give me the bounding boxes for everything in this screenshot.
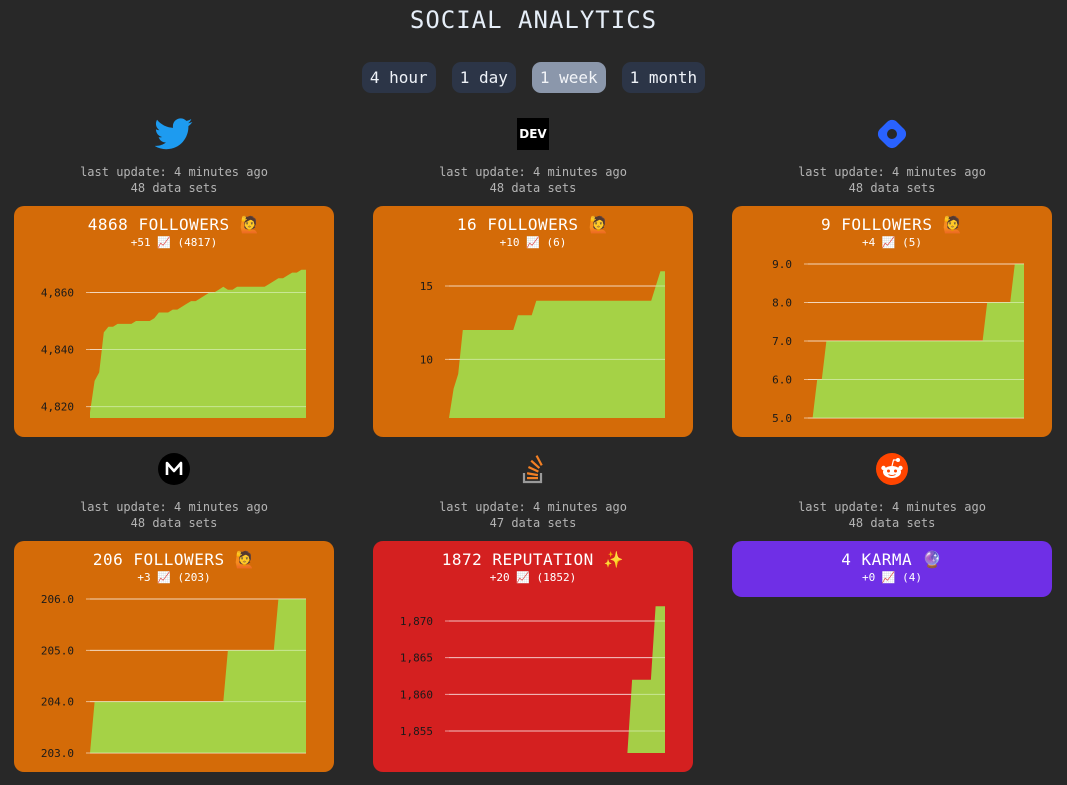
followers-change: +4 📈 (5) <box>861 236 923 249</box>
datasets-text: 48 data sets <box>848 516 936 530</box>
followers-headline: 206 FOLLOWERS 🙋 <box>92 550 256 569</box>
y-tick-label: 5.0 <box>772 412 792 425</box>
reddit-logo-icon <box>876 453 908 485</box>
hashnode-logo-icon <box>877 119 907 149</box>
y-tick-label: 206.0 <box>41 593 74 606</box>
y-tick-label: 4,840 <box>41 344 74 357</box>
stackoverflow-header: last update: 4 minutes ago 47 data sets <box>373 451 693 531</box>
datasets-text: 48 data sets <box>130 181 218 195</box>
page-title: SOCIAL ANALYTICS <box>409 6 658 34</box>
twitter-header: last update: 4 minutes ago 48 data sets <box>14 116 334 196</box>
hashnode-chart: 5.0 6.0 7.0 8.0 9.0 <box>772 258 1024 425</box>
y-tick-label: 1,865 <box>400 652 433 665</box>
reddit-header: last update: 4 minutes ago 48 data sets <box>732 451 1052 531</box>
followers-headline: 4868 FOLLOWERS 🙋 <box>87 215 261 234</box>
dev-card: 10 15 16 FOLLOWERS 🙋 +10 📈 (6) <box>373 206 693 437</box>
time-range-tabs: 4 hour 1 day 1 week 1 month <box>0 62 1067 93</box>
y-tick-label: 4,860 <box>41 287 74 300</box>
datasets-text: 48 data sets <box>489 181 577 195</box>
y-tick-label: 15 <box>420 280 433 293</box>
area-series <box>808 264 1024 418</box>
dev-logo-icon: DEV <box>517 118 549 150</box>
medium-card: 203.0 204.0 205.0 206.0 206 FOLLOWERS 🙋 +3 … <box>14 541 334 772</box>
y-tick-label: 8.0 <box>772 297 792 310</box>
tab-1-week[interactable]: 1 week <box>531 62 606 93</box>
area-series <box>449 606 665 753</box>
followers-change: +3 📈 (203) <box>137 571 211 584</box>
y-tick-label: 6.0 <box>772 374 792 387</box>
tab-1-month[interactable]: 1 month <box>621 62 706 93</box>
y-tick-label: 1,870 <box>400 615 433 628</box>
reddit-card: 4 KARMA 🔮 +0 📈 (4) <box>732 541 1052 597</box>
area-series <box>90 599 306 753</box>
followers-headline: 9 FOLLOWERS 🙋 <box>820 215 963 234</box>
hashnode-header: last update: 4 minutes ago 48 data sets <box>732 116 1052 196</box>
stackoverflow-logo-icon <box>522 455 543 484</box>
reputation-headline: 1872 REPUTATION ✨ <box>441 550 625 569</box>
y-tick-label: 10 <box>420 353 433 366</box>
tab-4-hour[interactable]: 4 hour <box>361 62 436 93</box>
reputation-change: +20 📈 (1852) <box>489 571 577 584</box>
last-update-text: last update: 4 minutes ago <box>80 500 268 514</box>
area-series <box>449 271 665 418</box>
dev-header: DEV last update: 4 minutes ago 48 data s… <box>373 116 693 196</box>
followers-headline: 16 FOLLOWERS 🙋 <box>456 215 610 234</box>
y-tick-label: 9.0 <box>772 258 792 271</box>
twitter-bird-icon <box>155 118 193 150</box>
y-tick-label: 204.0 <box>41 696 74 709</box>
y-tick-label: 203.0 <box>41 747 74 760</box>
stackoverflow-card: 1,855 1,860 1,865 1,870 1872 REPUTATION ✨ +… <box>373 541 693 772</box>
twitter-card: 4,820 4,840 4,860 4868 FOLLOWERS 🙋 +51 📈 (… <box>14 206 334 437</box>
datasets-text: 48 data sets <box>130 516 218 530</box>
karma-headline: 4 KARMA 🔮 <box>841 550 943 569</box>
y-tick-label: 1,860 <box>400 688 433 701</box>
medium-chart: 203.0 204.0 205.0 206.0 <box>41 593 306 760</box>
datasets-text: 48 data sets <box>848 181 936 195</box>
dev-chart: 10 15 <box>420 271 665 418</box>
hashnode-card: 5.0 6.0 7.0 8.0 9.0 9 FOLLOWERS 🙋 +4 📈 (5) <box>732 206 1052 437</box>
y-tick-label: 1,855 <box>400 725 433 738</box>
dev-logo-text: DEV <box>519 127 547 141</box>
last-update-text: last update: 4 minutes ago <box>798 165 986 179</box>
y-tick-label: 7.0 <box>772 335 792 348</box>
karma-change: +0 📈 (4) <box>861 571 923 584</box>
last-update-text: last update: 4 minutes ago <box>439 500 627 514</box>
last-update-text: last update: 4 minutes ago <box>80 165 268 179</box>
followers-change: +51 📈 (4817) <box>130 236 218 249</box>
last-update-text: last update: 4 minutes ago <box>798 500 986 514</box>
area-series <box>90 269 306 418</box>
tab-1-day[interactable]: 1 day <box>451 62 516 93</box>
medium-logo-icon <box>158 453 190 485</box>
medium-header: last update: 4 minutes ago 48 data sets <box>14 451 334 531</box>
y-tick-label: 205.0 <box>41 644 74 657</box>
followers-change: +10 📈 (6) <box>499 236 567 249</box>
y-tick-label: 4,820 <box>41 401 74 414</box>
last-update-text: last update: 4 minutes ago <box>439 165 627 179</box>
twitter-chart: 4,820 4,840 4,860 <box>41 269 306 418</box>
stackoverflow-chart: 1,855 1,860 1,865 1,870 <box>400 606 665 753</box>
datasets-text: 47 data sets <box>489 516 577 530</box>
